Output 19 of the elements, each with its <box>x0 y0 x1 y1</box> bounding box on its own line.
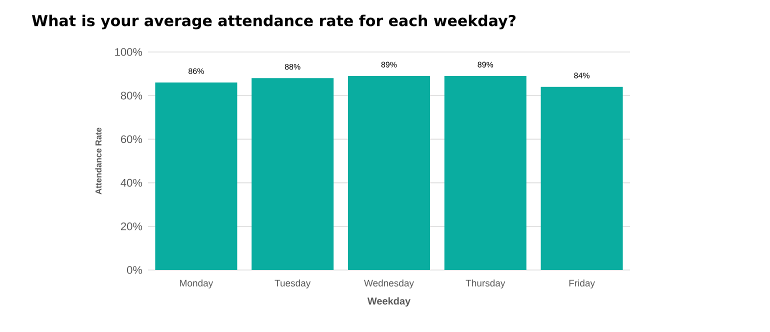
y-tick-label: 20% <box>121 222 142 230</box>
data-label: 88% <box>284 64 300 70</box>
x-axis-title: Weekday <box>367 297 411 307</box>
y-tick-label: 100% <box>115 48 142 56</box>
data-label: 84% <box>574 72 590 78</box>
x-tick-label: Wednesday <box>364 280 414 288</box>
x-tick-label: Friday <box>569 280 595 288</box>
x-tick-label: Monday <box>180 280 214 288</box>
data-label: 86% <box>188 68 204 74</box>
y-tick-label: 80% <box>120 92 142 100</box>
x-tick-label: Tuesday <box>274 280 311 288</box>
y-axis-title: Attendance Rate <box>95 128 102 194</box>
chart-title: What is your average attendance rate for each weekday? <box>32 14 516 30</box>
data-label: 89% <box>478 62 494 68</box>
x-tick-label: Thursday <box>466 280 506 288</box>
y-tick-label: 60% <box>121 135 142 144</box>
data-label: 89% <box>381 62 397 68</box>
y-tick-label: 0% <box>126 266 142 274</box>
y-tick-label: 40% <box>120 178 142 187</box>
